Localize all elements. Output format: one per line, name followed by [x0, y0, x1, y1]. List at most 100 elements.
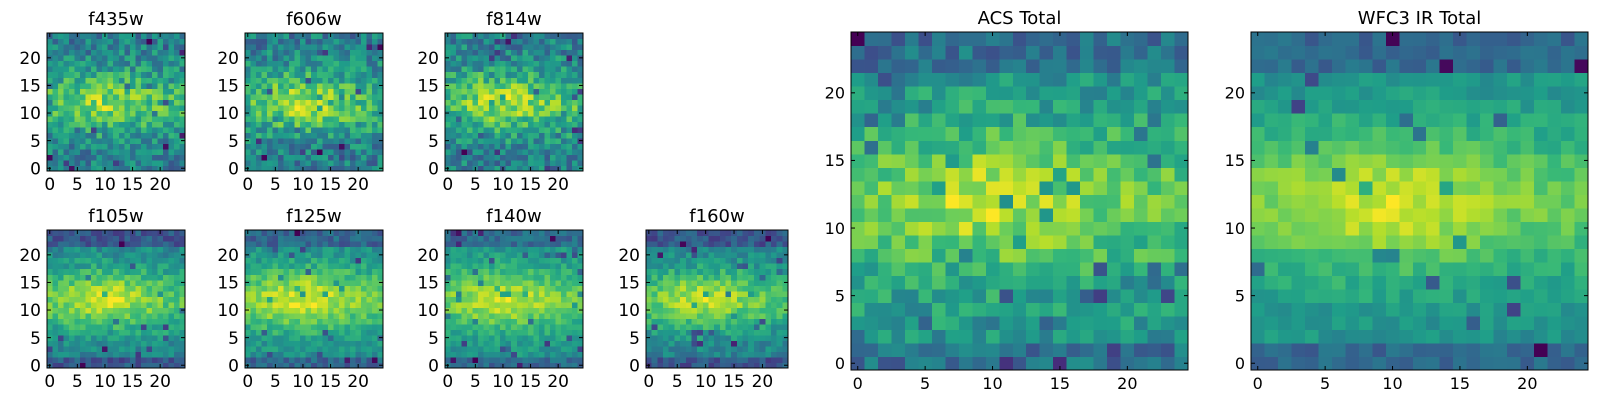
heatmap-cell	[113, 121, 120, 128]
heatmap-cell	[489, 143, 496, 150]
heatmap-cell	[311, 318, 318, 325]
heatmap-cell	[322, 77, 329, 84]
heatmap-cell	[577, 33, 584, 40]
heatmap-cell	[294, 362, 301, 369]
heatmap-cell	[719, 230, 727, 237]
heatmap-cell	[305, 71, 312, 78]
heatmap-cell	[1012, 248, 1027, 263]
heatmap-cell	[135, 340, 142, 347]
heatmap-cell	[102, 274, 109, 281]
heatmap-cell	[146, 93, 153, 100]
heatmap-cell	[283, 159, 290, 167]
heatmap-cell	[544, 296, 551, 303]
heatmap-cell	[118, 71, 125, 78]
heatmap-cell	[344, 33, 351, 40]
heatmap-cell	[157, 132, 164, 139]
heatmap-cell	[360, 104, 368, 111]
heatmap-cell	[102, 121, 109, 128]
heatmap-cell	[146, 334, 153, 341]
heatmap-cell	[162, 38, 170, 45]
heatmap-cell	[945, 180, 960, 195]
heatmap-cell	[748, 257, 755, 264]
heatmap-cell	[338, 132, 345, 139]
heatmap-cell	[538, 132, 545, 139]
heatmap-cell	[456, 66, 463, 73]
heatmap-cell	[371, 351, 379, 358]
heatmap-cell	[179, 263, 186, 270]
heatmap-cell	[549, 285, 556, 292]
heatmap-cell	[483, 148, 490, 156]
heatmap-cell	[864, 234, 879, 249]
heatmap-cell	[91, 329, 98, 336]
heatmap-cell	[256, 71, 263, 78]
heatmap-cell	[1161, 302, 1176, 317]
heatmap-cell	[456, 71, 463, 78]
heatmap-cell	[173, 274, 181, 281]
heatmap-cell	[478, 77, 485, 84]
heatmap-cell	[505, 340, 512, 347]
heatmap-cell	[657, 285, 664, 292]
heatmap-cell	[173, 148, 181, 156]
heatmap-cell	[461, 318, 468, 325]
heatmap-cell	[135, 88, 142, 95]
heatmap-cell	[725, 235, 732, 242]
heatmap-cell	[1147, 221, 1162, 236]
heatmap-cell	[294, 307, 301, 314]
heatmap-cell	[483, 235, 490, 242]
heatmap-cell	[52, 312, 59, 319]
heatmap-cell	[538, 301, 545, 308]
heatmap-cell	[338, 82, 345, 89]
heatmap-cell	[316, 126, 323, 133]
heatmap-cell	[456, 356, 463, 364]
heatmap-cell	[278, 44, 285, 51]
heatmap-cell	[450, 246, 457, 253]
heatmap-cell	[278, 257, 285, 264]
heatmap-cell	[245, 38, 252, 45]
heatmap-cell	[245, 44, 252, 51]
heatmap-cell	[283, 345, 290, 353]
heatmap-cell	[118, 356, 125, 364]
heatmap-cell	[135, 60, 142, 67]
heatmap-cell	[571, 132, 579, 139]
heatmap-cell	[278, 301, 285, 308]
heatmap-cell	[516, 301, 523, 308]
heatmap-cell	[245, 318, 252, 325]
heatmap-cell	[294, 154, 301, 161]
heatmap-cell	[742, 362, 749, 369]
heatmap-cell	[80, 235, 87, 242]
heatmap-cell	[533, 356, 540, 364]
heatmap-cell	[527, 312, 534, 319]
heatmap-cell	[864, 207, 879, 222]
heatmap-cell	[522, 356, 529, 364]
heatmap-cell	[445, 257, 452, 264]
heatmap-cell	[333, 88, 340, 95]
heatmap-cell	[157, 137, 164, 144]
heatmap-cell	[113, 323, 120, 330]
heatmap-cell	[124, 165, 131, 172]
y-tick-label: 20	[19, 246, 41, 266]
heatmap-cell	[58, 71, 65, 78]
heatmap-cell	[113, 154, 120, 161]
heatmap-cell	[371, 285, 379, 292]
heatmap-cell	[124, 137, 131, 144]
heatmap-cell	[571, 296, 579, 303]
heatmap-cell	[714, 235, 721, 242]
heatmap-cell	[294, 301, 301, 308]
heatmap-cell	[140, 33, 147, 40]
heatmap-cell	[566, 110, 573, 117]
heatmap-cell	[157, 290, 164, 297]
heatmap-cell	[483, 126, 490, 133]
heatmap-cell	[366, 71, 373, 78]
heatmap-cell	[85, 49, 92, 56]
heatmap-cell	[1134, 342, 1149, 358]
heatmap-cell	[371, 290, 379, 297]
heatmap-cell	[891, 207, 906, 222]
heatmap-cell	[931, 342, 946, 358]
heatmap-cell	[657, 230, 664, 237]
y-tick-label: 10	[19, 301, 41, 321]
heatmap-cell	[736, 334, 744, 341]
heatmap-cell	[256, 362, 263, 369]
heatmap-cell	[566, 115, 573, 122]
heatmap-cell	[566, 246, 573, 253]
heatmap-cell	[571, 285, 579, 292]
